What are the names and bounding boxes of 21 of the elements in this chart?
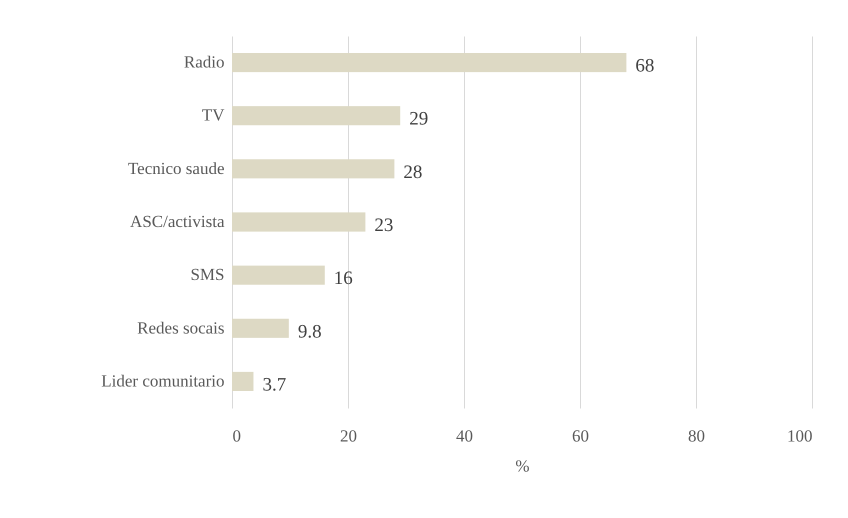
x-tick-label: 80 [688,426,705,446]
x-axis-title: % [515,456,530,476]
data-label: 3.7 [262,374,286,396]
y-tick-label: Tecnico saude [128,158,224,178]
x-tick-label: 20 [340,426,357,446]
x-tick-label: 40 [456,426,473,446]
x-tick-label: 0 [232,426,241,446]
y-tick-label: ASC/activista [130,212,225,231]
data-label: 16 [334,268,353,290]
y-tick-label: Redes socais [137,318,224,338]
x-tick-label: 100 [787,426,812,446]
y-tick-label: Radio [184,52,224,72]
data-label: 9.8 [298,321,322,342]
data-label: 29 [409,108,428,130]
y-tick-label: Lider comunitario [101,371,224,390]
y-tick-label: TV [202,106,226,125]
data-label: 23 [374,215,394,236]
y-tick-label: SMS [190,265,224,284]
data-label: 68 [635,56,654,77]
data-label: 28 [403,162,422,183]
x-tick-label: 60 [572,426,589,446]
